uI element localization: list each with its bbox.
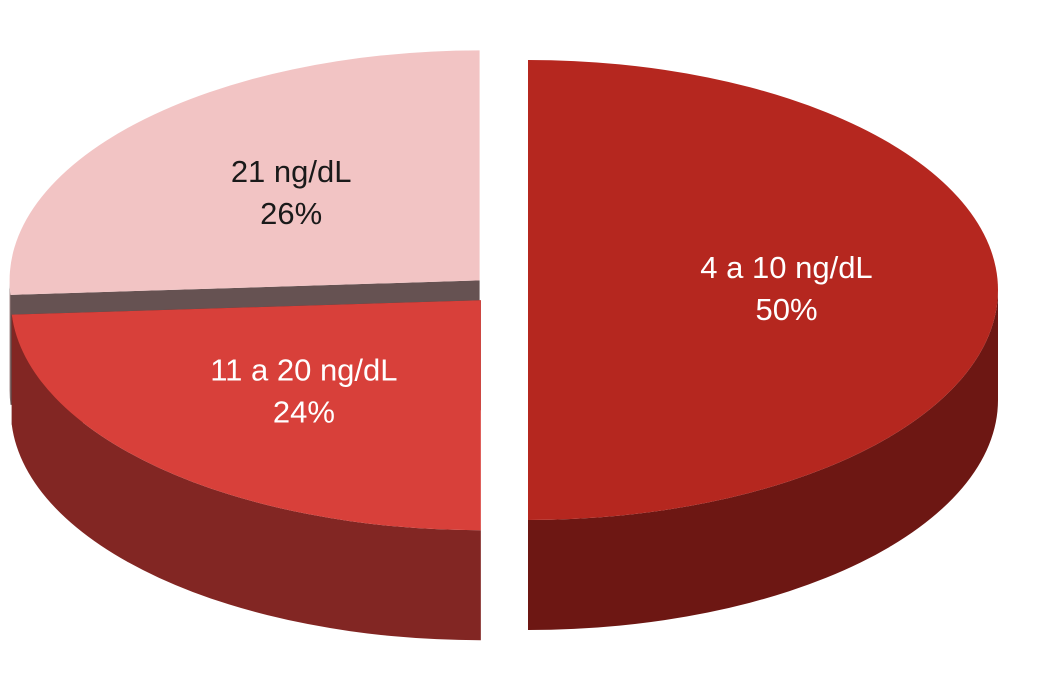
pie-slice	[11, 300, 481, 641]
slice-top	[528, 60, 998, 520]
slice-label: 4 a 10 ng/dL	[700, 250, 872, 285]
slice-label: 21 ng/dL	[231, 154, 352, 189]
slice-top	[11, 300, 481, 531]
slice-label: 11 a 20 ng/dL	[210, 353, 397, 388]
slice-value-label: 26%	[260, 196, 322, 231]
slice-wall	[528, 290, 998, 630]
slice-wall	[11, 314, 481, 641]
slice-value-label: 24%	[273, 395, 335, 430]
slice-wall	[9, 280, 11, 405]
pie-slice	[528, 60, 998, 630]
slice-value-label: 50%	[755, 292, 817, 327]
slice-top	[9, 50, 480, 295]
